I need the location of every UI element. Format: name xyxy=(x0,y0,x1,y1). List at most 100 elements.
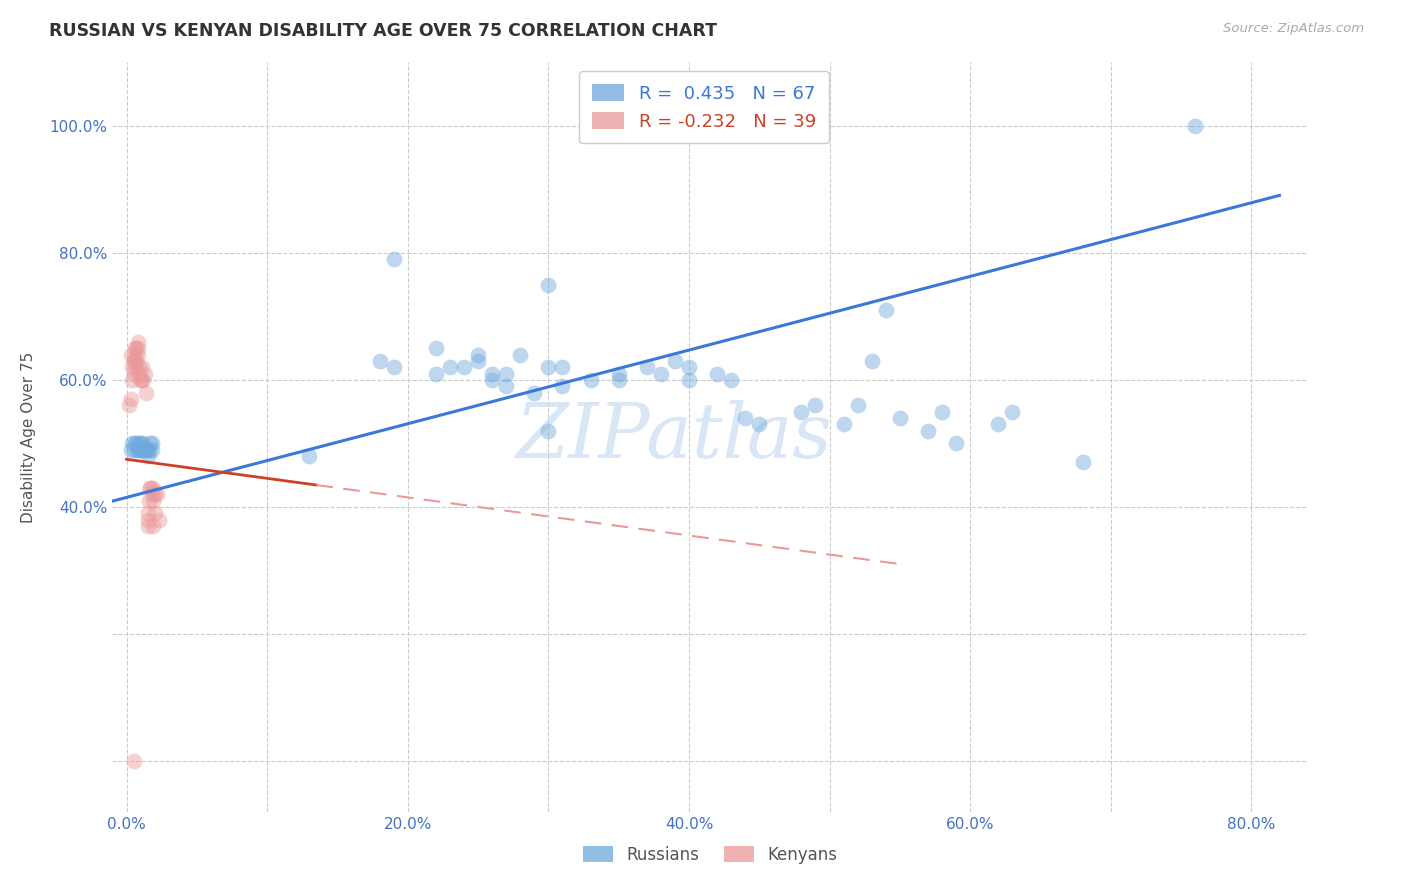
Point xyxy=(142,519,165,533)
Point xyxy=(734,411,756,425)
Point xyxy=(122,354,145,368)
Point xyxy=(136,442,159,457)
Point xyxy=(121,373,143,387)
Point xyxy=(425,341,447,355)
Point xyxy=(129,373,152,387)
Point xyxy=(128,367,150,381)
Point xyxy=(134,367,156,381)
Point xyxy=(136,449,159,463)
Point xyxy=(118,398,141,412)
Point xyxy=(121,436,143,450)
Point xyxy=(141,487,163,501)
Point xyxy=(425,367,447,381)
Point xyxy=(453,360,475,375)
Point xyxy=(120,347,142,361)
Point xyxy=(135,442,157,457)
Point xyxy=(537,360,560,375)
Point xyxy=(537,277,560,292)
Point xyxy=(121,360,143,375)
Point xyxy=(122,354,145,368)
Point xyxy=(551,360,574,375)
Point xyxy=(136,506,159,520)
Point xyxy=(678,373,700,387)
Point xyxy=(987,417,1010,432)
Point xyxy=(945,436,967,450)
Point xyxy=(125,436,148,450)
Point xyxy=(551,379,574,393)
Point xyxy=(439,360,461,375)
Point xyxy=(382,252,405,267)
Point xyxy=(141,442,163,457)
Point xyxy=(120,392,142,406)
Point xyxy=(125,341,148,355)
Text: Source: ZipAtlas.com: Source: ZipAtlas.com xyxy=(1223,22,1364,36)
Point xyxy=(122,442,145,457)
Point xyxy=(467,354,489,368)
Point xyxy=(122,367,145,381)
Point xyxy=(931,405,953,419)
Point xyxy=(1071,455,1094,469)
Point xyxy=(495,379,517,393)
Y-axis label: Disability Age Over 75: Disability Age Over 75 xyxy=(21,351,35,523)
Point xyxy=(790,405,813,419)
Point xyxy=(127,442,149,457)
Point xyxy=(720,373,742,387)
Point xyxy=(481,373,503,387)
Point xyxy=(131,360,153,375)
Point xyxy=(131,442,153,457)
Point xyxy=(804,398,827,412)
Point xyxy=(124,341,146,355)
Point xyxy=(122,754,145,768)
Point xyxy=(607,367,630,381)
Point xyxy=(1184,119,1206,133)
Point xyxy=(537,424,560,438)
Point xyxy=(678,360,700,375)
Point xyxy=(139,481,162,495)
Point xyxy=(134,442,156,457)
Point xyxy=(706,367,728,381)
Point xyxy=(509,347,531,361)
Point xyxy=(523,385,546,400)
Point xyxy=(481,367,503,381)
Point xyxy=(136,513,159,527)
Point xyxy=(127,442,149,457)
Point xyxy=(664,354,686,368)
Point xyxy=(124,347,146,361)
Point xyxy=(139,436,162,450)
Point xyxy=(298,449,321,463)
Point xyxy=(141,436,163,450)
Point xyxy=(495,367,517,381)
Point xyxy=(636,360,658,375)
Point xyxy=(368,354,391,368)
Point xyxy=(129,373,152,387)
Point xyxy=(124,436,146,450)
Point xyxy=(832,417,855,432)
Point xyxy=(136,519,159,533)
Point xyxy=(127,341,149,355)
Point xyxy=(143,487,166,501)
Point xyxy=(142,493,165,508)
Point xyxy=(1001,405,1024,419)
Point xyxy=(138,442,160,457)
Point xyxy=(382,360,405,375)
Point xyxy=(860,354,883,368)
Text: ZIPatlas: ZIPatlas xyxy=(516,401,832,474)
Point xyxy=(579,373,602,387)
Point xyxy=(128,360,150,375)
Point xyxy=(748,417,770,432)
Point xyxy=(127,347,149,361)
Point xyxy=(143,506,166,520)
Point xyxy=(148,513,170,527)
Point xyxy=(124,360,146,375)
Point xyxy=(146,487,169,501)
Point xyxy=(125,354,148,368)
Point xyxy=(875,303,897,318)
Point xyxy=(607,373,630,387)
Point xyxy=(917,424,939,438)
Point xyxy=(129,436,152,450)
Point xyxy=(135,385,157,400)
Point xyxy=(467,347,489,361)
Point xyxy=(138,493,160,508)
Point xyxy=(139,481,162,495)
Point xyxy=(889,411,911,425)
